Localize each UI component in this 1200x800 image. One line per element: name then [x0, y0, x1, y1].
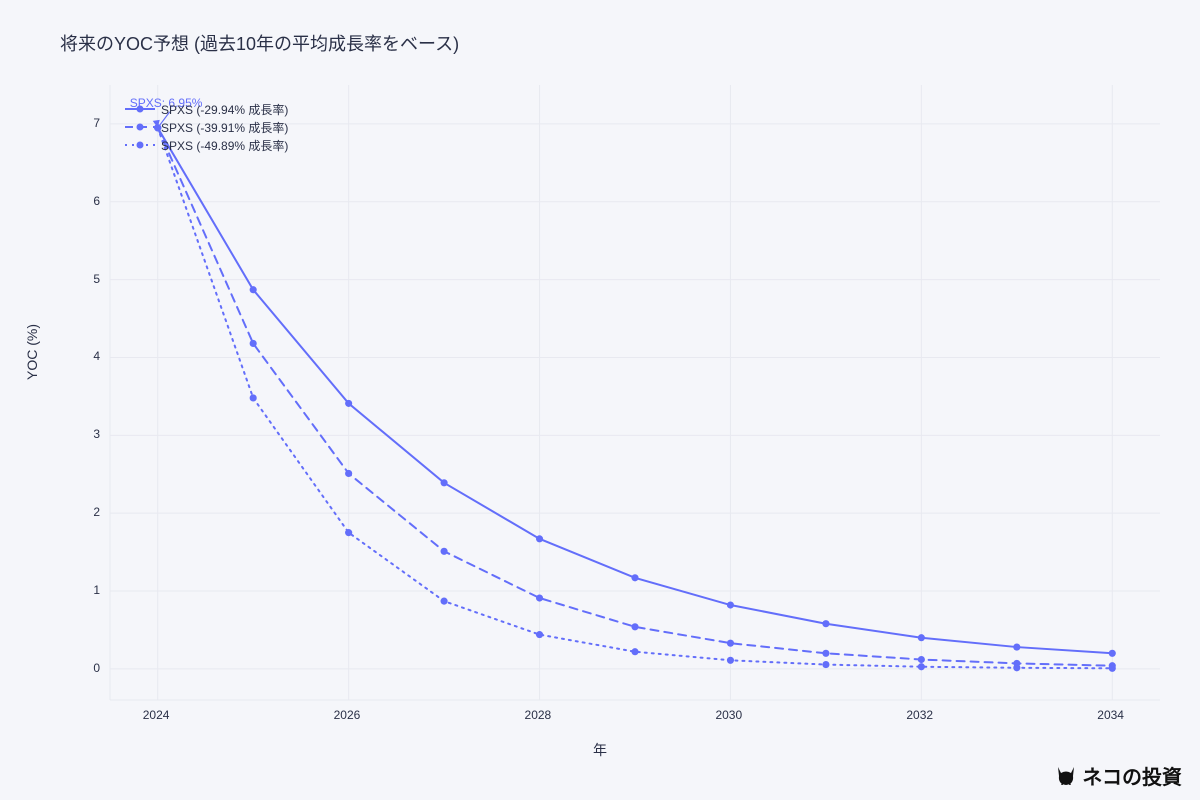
legend-label: SPXS (-29.94% 成長率)	[161, 101, 288, 118]
legend: SPXS (-29.94% 成長率)SPXS (-39.91% 成長率)SPXS…	[125, 100, 288, 154]
legend-swatch	[125, 103, 155, 115]
legend-item[interactable]: SPXS (-29.94% 成長率)	[125, 100, 288, 118]
legend-swatch	[125, 139, 155, 151]
legend-item[interactable]: SPXS (-39.91% 成長率)	[125, 118, 288, 136]
cat-icon	[1054, 764, 1078, 788]
watermark: ネコの投資	[1054, 761, 1182, 790]
legend-label: SPXS (-49.89% 成長率)	[161, 137, 288, 154]
legend-item[interactable]: SPXS (-49.89% 成長率)	[125, 136, 288, 154]
legend-label: SPXS (-39.91% 成長率)	[161, 119, 288, 136]
legend-swatch	[125, 121, 155, 133]
